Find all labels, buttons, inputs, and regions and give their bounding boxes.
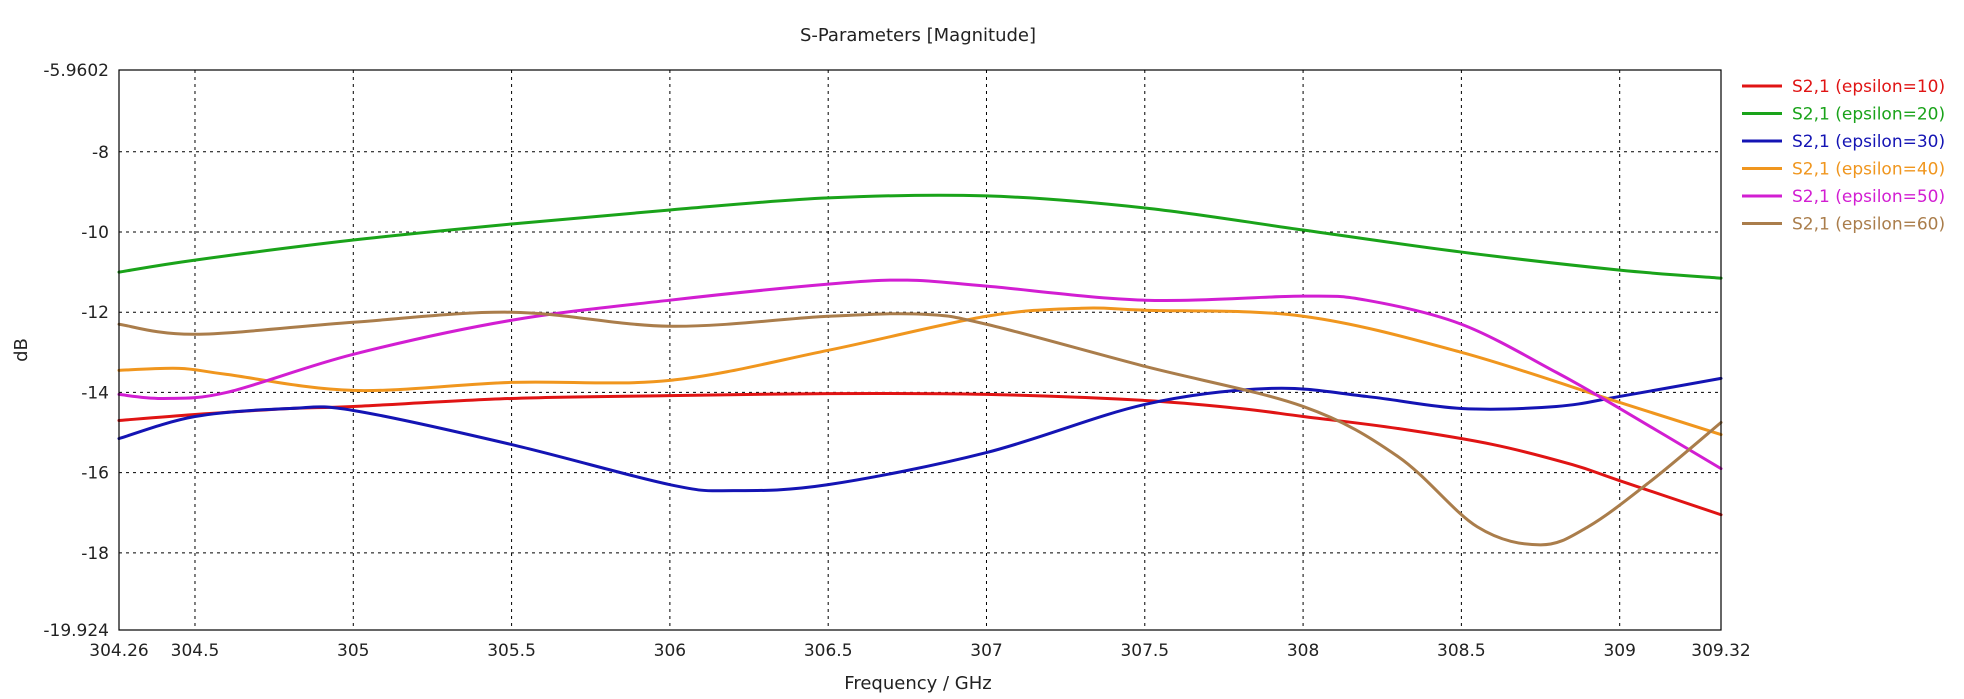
x-axis-label: Frequency / GHz [844,673,991,694]
y-tick-label: -5.9602 [43,61,109,81]
series-line-2 [117,193,1723,280]
grid [119,70,1721,630]
y-tick-label: -14 [81,383,109,403]
y-axis-label: dB [11,338,32,362]
x-tick-label: 306.5 [804,641,853,661]
x-tick-label: 307.5 [1120,641,1169,661]
series-line-5 [117,278,1723,471]
x-axis-ticks: 304.26 304.5 305 305.5 306 306.5 307 307.5 308 30… [89,641,1750,661]
x-tick-label: 304.5 [171,641,220,661]
x-tick-label: 309 [1603,641,1635,661]
x-tick-label: 305.5 [487,641,536,661]
legend-entry: S2,1 (epsilon=10) [1792,77,1945,97]
x-tick-label: 304.26 [89,641,148,661]
series-line-6 [117,310,1723,547]
x-tick-label: 306 [654,641,686,661]
x-tick-label: 307 [970,641,1002,661]
y-tick-label: -12 [81,303,109,323]
chart-title: S-Parameters [Magnitude] [800,25,1036,46]
x-tick-label: 308 [1287,641,1319,661]
legend-entry: S2,1 (epsilon=30) [1792,132,1945,152]
legend-entry: S2,1 (epsilon=20) [1792,105,1945,125]
y-tick-label: -19.924 [43,621,109,641]
legend: S2,1 (epsilon=10) S2,1 (epsilon=20) S2,1 (… [1742,77,1945,235]
x-tick-label: 305 [337,641,369,661]
legend-entry: S2,1 (epsilon=50) [1792,187,1945,207]
series-line-4 [117,306,1723,437]
legend-entry: S2,1 (epsilon=40) [1792,160,1945,180]
legend-entry: S2,1 (epsilon=60) [1792,215,1945,235]
x-tick-label: 309.32 [1691,641,1750,661]
y-tick-label: -8 [92,143,109,163]
series-lines [117,193,1723,547]
x-tick-label: 308.5 [1437,641,1486,661]
y-axis-ticks: -5.9602 -8 -10 -12 -14 -16 -18 -19.924 [43,61,109,641]
y-tick-label: -10 [81,223,109,243]
plot-frame [118,69,1722,631]
y-tick-label: -18 [81,544,109,564]
y-tick-label: -16 [81,464,109,484]
series-line-3 [117,376,1723,493]
